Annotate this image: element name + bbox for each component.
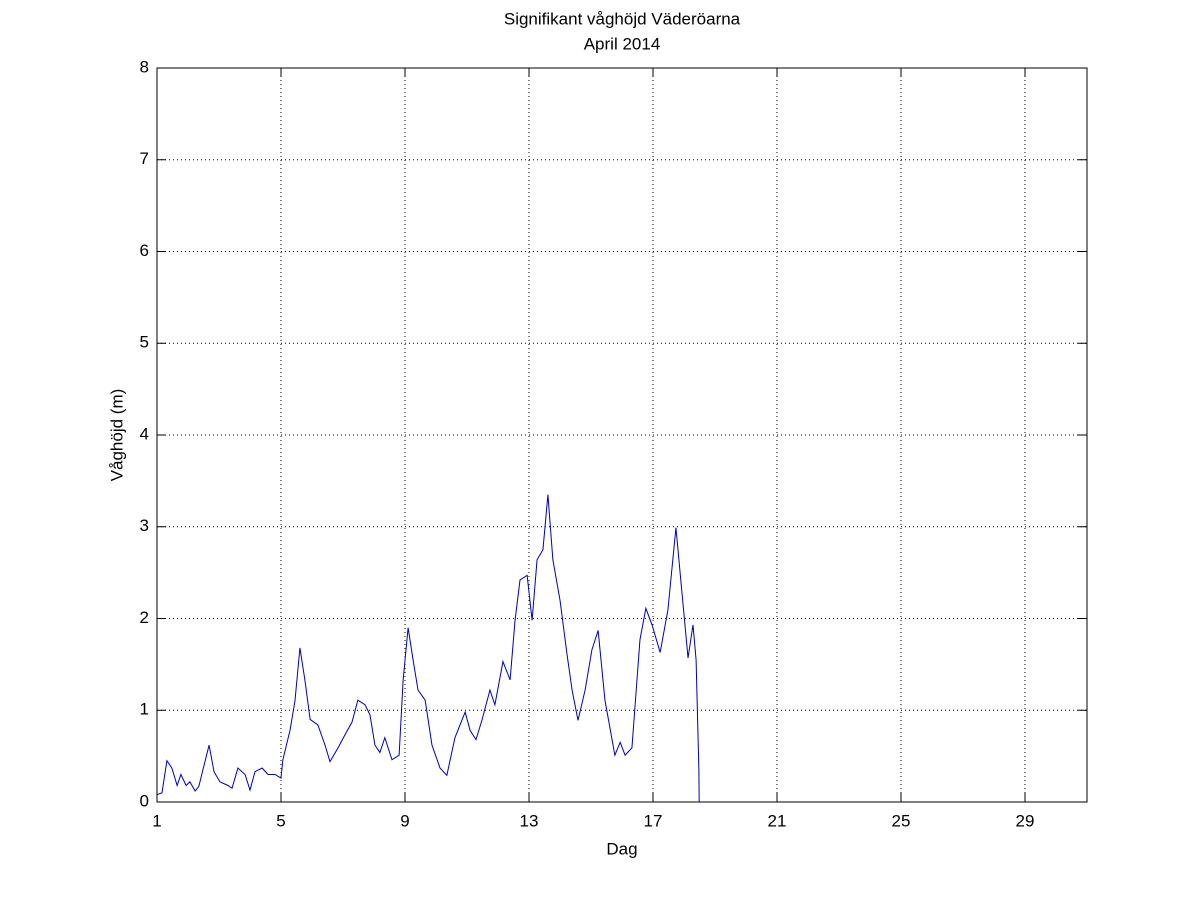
- y-tick-label: 0: [140, 791, 149, 810]
- y-axis-label: Våghöjd (m): [107, 389, 126, 482]
- x-tick-label: 9: [400, 811, 409, 830]
- y-tick-label: 1: [140, 700, 149, 719]
- x-tick-label: 17: [644, 811, 663, 830]
- x-tick-label: 29: [1016, 811, 1035, 830]
- chart-title: Signifikant våghöjd Väderöarna: [504, 9, 741, 28]
- y-tick-label: 5: [140, 333, 149, 352]
- x-tick-label: 21: [768, 811, 787, 830]
- y-tick-label: 3: [140, 516, 149, 535]
- y-tick-label: 6: [140, 241, 149, 260]
- plot-frame: [156, 67, 1088, 803]
- y-tick-label: 4: [140, 424, 149, 443]
- x-tick-label: 1: [152, 811, 161, 830]
- x-tick-label: 25: [892, 811, 911, 830]
- x-axis-label: Dag: [606, 839, 637, 858]
- chart-subtitle: April 2014: [584, 34, 661, 53]
- data-line: [156, 494, 700, 803]
- y-tick-label: 2: [140, 608, 149, 627]
- x-tick-label: 5: [276, 811, 285, 830]
- y-tick-label: 7: [140, 149, 149, 168]
- y-tick-label: 8: [140, 57, 149, 76]
- x-tick-label: 13: [520, 811, 539, 830]
